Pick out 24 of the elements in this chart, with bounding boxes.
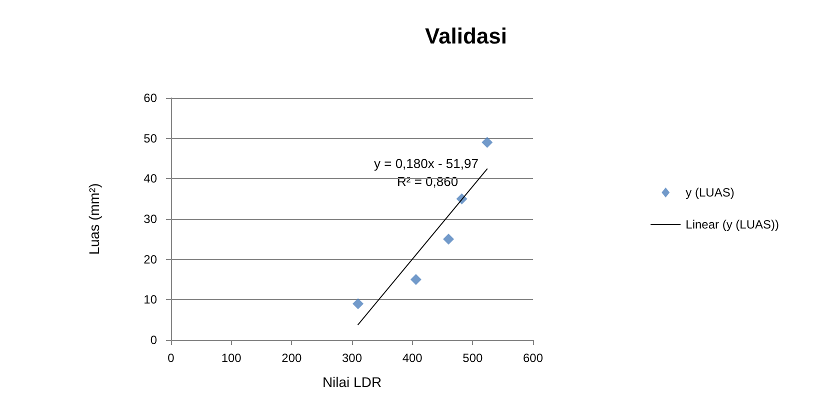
y-tick-label: 50 [144,131,158,146]
x-tick-label: 200 [282,351,302,365]
x-tick-label: 400 [402,351,423,365]
x-tick-label: 100 [221,351,242,365]
x-tick-label: 600 [522,351,544,365]
x-tick-label: 300 [342,351,362,365]
y-tick-label: 60 [144,91,158,105]
y-tick-label: 30 [144,212,158,226]
point [443,234,454,245]
annotation: y = 0,180x - 51,97 [374,156,478,171]
y-tick-label: 10 [144,292,158,307]
x-tick-label: 0 [168,351,175,365]
x-axis-title: Nilai LDR [322,374,382,390]
y-axis-title: Luas (mm²) [86,183,102,255]
point [410,274,422,285]
y-tick-label: 20 [144,252,158,266]
y-tick-label: 40 [144,172,158,186]
x-tick-label: 500 [462,351,483,365]
y-tick-label: 0 [150,333,158,347]
legend-label: y (LUAS) [686,186,734,200]
point [352,298,364,310]
chart-title: Validasi [425,24,507,48]
legend-label: Linear (y (LUAS)) [686,218,780,232]
point [482,136,493,148]
